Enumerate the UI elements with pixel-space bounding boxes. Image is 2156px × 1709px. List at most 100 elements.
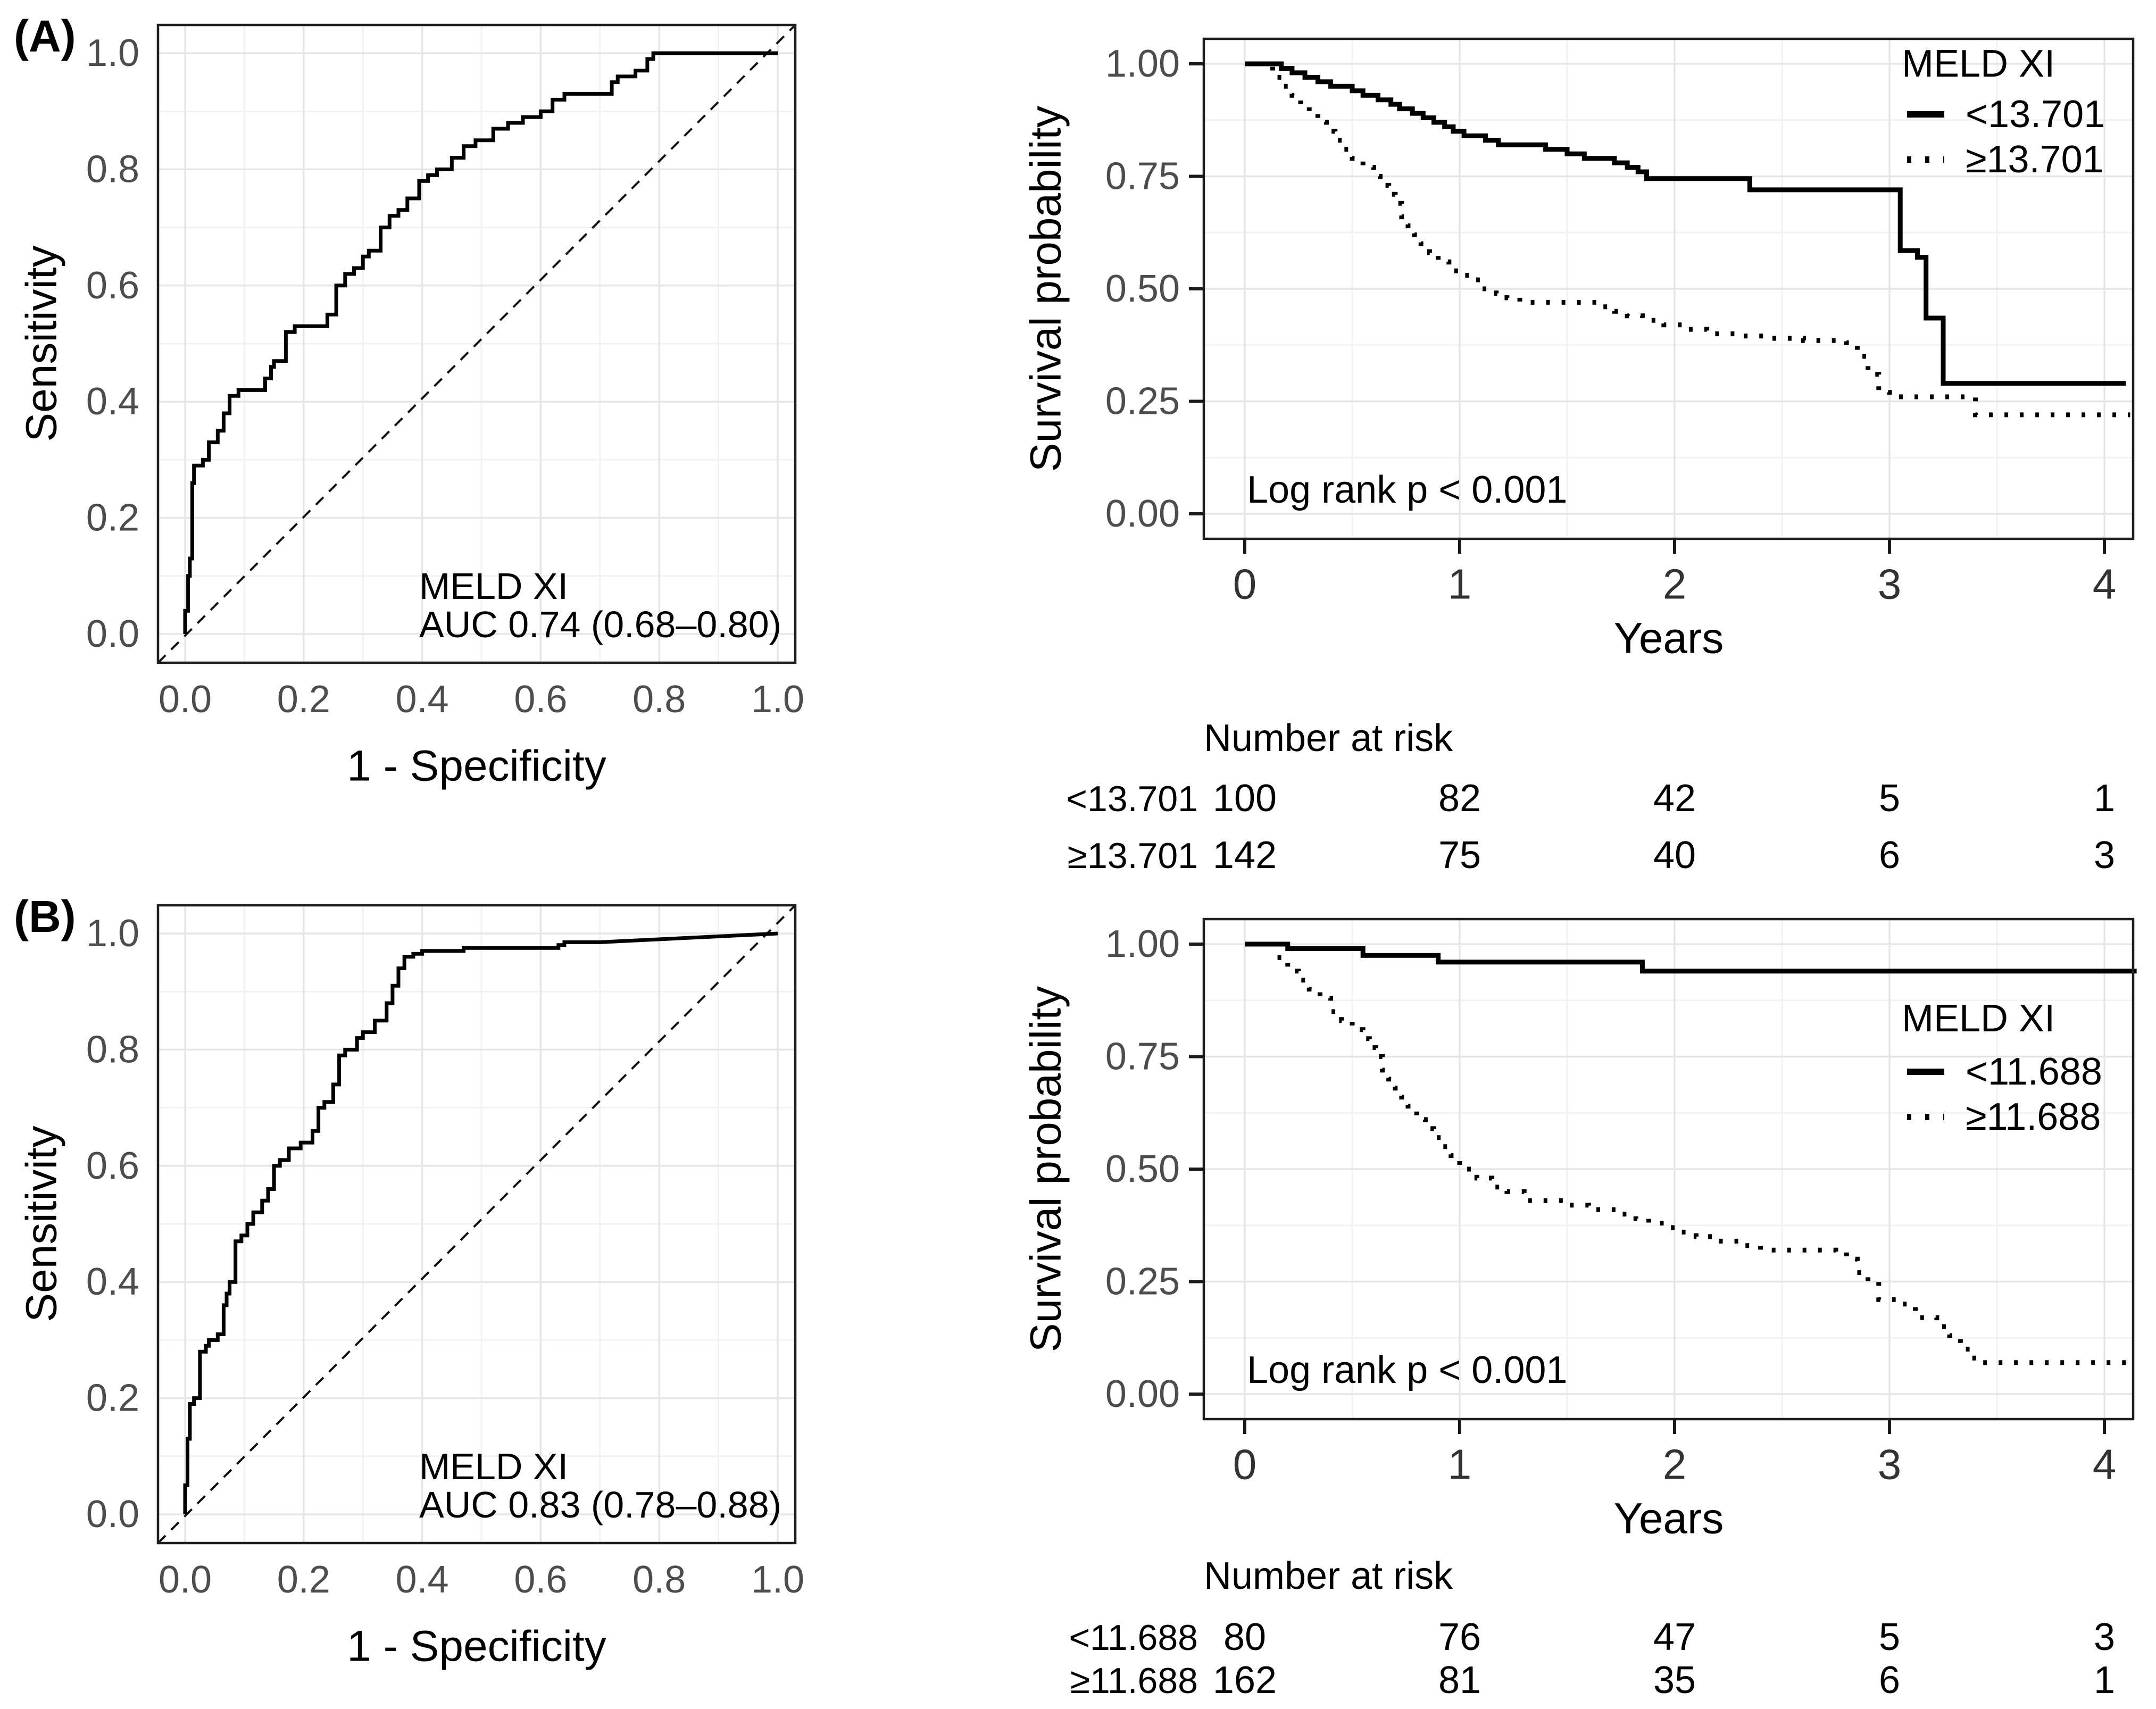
panel-a-km-cell: 0 1 2 3 4 0.00 0.25 0.50 0.75 1.00 Years Survival p… (1011, 0, 2156, 878)
y-tick-label: 0.8 (86, 1028, 139, 1071)
x-tick-label: 1 (1448, 1441, 1472, 1488)
risk-count: 80 (1223, 1616, 1266, 1658)
risk-count: 162 (1213, 1659, 1277, 1702)
legend-label: <11.688 (1966, 1051, 2102, 1093)
x-tick-label: 1.0 (751, 1558, 804, 1601)
x-tick-label: 3 (1878, 561, 1902, 608)
roc-curve (183, 51, 778, 634)
legend-label: ≥13.701 (1966, 138, 2104, 181)
roc-chart-b: 0.0 0.2 0.4 0.6 0.8 1.0 0.0 0.2 0.4 0.6 0.8 1.0 1 - … (18, 904, 804, 1671)
risk-count: 100 (1213, 777, 1277, 820)
y-tick-label: 0.4 (86, 1261, 139, 1303)
log-rank-annotation: Log rank p < 0.001 (1247, 469, 1567, 511)
x-tick-label: 0.2 (277, 678, 330, 721)
chance-reference-line (157, 24, 796, 664)
panel-border (156, 23, 797, 664)
log-rank-annotation: Log rank p < 0.001 (1247, 1349, 1567, 1391)
risk-count: 3 (2094, 834, 2115, 877)
panel-b-label: (B) (14, 891, 76, 941)
risk-count: 6 (1879, 1659, 1900, 1702)
panel-a-roc-cell: (A) 0.0 0.2 0.4 0.6 0.8 1.0 0.0 0.2 0.4 0.6 0.8 1.0… (0, 0, 878, 878)
risk-count: 1 (2094, 777, 2115, 820)
legend-title: MELD XI (1902, 43, 2055, 85)
risk-table-title: Number at risk (1204, 1555, 1453, 1597)
risk-count: 3 (2094, 1616, 2115, 1658)
x-tick-label: 0.6 (514, 1558, 567, 1601)
y-tick-label: 0.25 (1105, 380, 1180, 423)
risk-count: 1 (2094, 1659, 2115, 1702)
y-axis-title: Survival probability (1022, 986, 1070, 1352)
y-tick-label: 1.0 (86, 912, 139, 955)
roc-curve (183, 931, 778, 1514)
y-tick-label: 0.25 (1105, 1261, 1180, 1303)
y-tick-label: 0.75 (1105, 155, 1180, 198)
panel-border (156, 904, 797, 1545)
risk-count: 40 (1653, 834, 1696, 877)
y-axis-title: Sensitivity (18, 245, 66, 441)
x-tick-label: 0.8 (632, 678, 686, 721)
panel-a-label: (A) (14, 11, 76, 61)
km-chart-a: 0 1 2 3 4 0.00 0.25 0.50 0.75 1.00 Years Survival p… (1022, 37, 2135, 877)
risk-count: 42 (1653, 777, 1696, 820)
x-tick-label: 3 (1878, 1441, 1902, 1488)
risk-count: 6 (1879, 834, 1900, 877)
y-tick-label: 0.00 (1105, 493, 1180, 535)
risk-count: 5 (1879, 1616, 1900, 1658)
x-axis-title: 1 - Specificity (347, 1622, 606, 1671)
legend-title: MELD XI (1902, 997, 2055, 1040)
x-tick-label: 0.0 (159, 678, 212, 721)
x-tick-label: 2 (1663, 561, 1687, 608)
y-tick-label: 0.2 (86, 1377, 139, 1420)
x-tick-label: 0 (1233, 561, 1257, 608)
risk-row-label: <11.688 (1069, 1618, 1198, 1658)
roc-chart-a: 0.0 0.2 0.4 0.6 0.8 1.0 0.0 0.2 0.4 0.6 0.8 1.0 1 - … (18, 23, 804, 790)
x-tick-label: 2 (1663, 1441, 1687, 1488)
risk-table-title: Number at risk (1204, 717, 1453, 760)
km-curve-solid (1245, 941, 2137, 974)
y-tick-label: 0.0 (86, 1493, 139, 1536)
y-tick-label: 0.0 (86, 613, 139, 655)
risk-count: 5 (1879, 777, 1900, 820)
panel-b-roc-cell: (B) 0.0 0.2 0.4 0.6 0.8 1.0 0.0 0.2 0.4 0.6 0.8 1.0… (0, 880, 878, 1709)
y-tick-label: 0.2 (86, 497, 139, 539)
risk-count: 47 (1653, 1616, 1696, 1658)
risk-count: 76 (1438, 1616, 1481, 1658)
x-tick-label: 0.4 (396, 1558, 449, 1601)
risk-count: 82 (1438, 777, 1481, 820)
chance-reference-line (157, 904, 796, 1544)
risk-count: 35 (1653, 1659, 1696, 1702)
x-tick-label: 0.4 (396, 678, 449, 721)
x-tick-label: 4 (2093, 561, 2117, 608)
x-tick-label: 0.2 (277, 1558, 330, 1601)
risk-row-label: ≥11.688 (1070, 1661, 1198, 1701)
y-tick-label: 0.4 (86, 380, 139, 423)
y-tick-label: 0.75 (1105, 1036, 1180, 1078)
y-axis-title: Survival probability (1022, 106, 1070, 472)
risk-row-label: ≥13.701 (1068, 836, 1198, 876)
y-tick-label: 0.50 (1105, 1148, 1180, 1190)
x-tick-label: 0 (1233, 1441, 1257, 1488)
km-curve-solid (1245, 61, 2126, 386)
x-axis-title: 1 - Specificity (347, 742, 606, 790)
y-tick-label: 0.00 (1105, 1373, 1180, 1415)
x-tick-label: 0.6 (514, 678, 567, 721)
x-tick-label: 0.0 (159, 1558, 212, 1601)
y-tick-label: 0.8 (86, 148, 139, 190)
y-tick-label: 1.00 (1105, 923, 1180, 965)
panel-b-km-cell: 0 1 2 3 4 0.00 0.25 0.50 0.75 1.00 Years Survival p… (1011, 880, 2156, 1709)
y-tick-label: 0.50 (1105, 268, 1180, 310)
risk-row-label: <13.701 (1066, 779, 1198, 819)
legend-label: ≥11.688 (1966, 1096, 2101, 1138)
auc-annotation-line1: MELD XI (419, 1446, 568, 1487)
risk-count: 75 (1438, 834, 1481, 877)
risk-count: 142 (1213, 834, 1277, 877)
auc-annotation-line1: MELD XI (419, 565, 568, 607)
legend-label: <13.701 (1966, 93, 2105, 136)
x-tick-label: 0.8 (632, 1558, 686, 1601)
y-tick-label: 1.0 (86, 32, 139, 74)
x-tick-label: 4 (2093, 1441, 2117, 1488)
auc-annotation-line2: AUC 0.74 (0.68–0.80) (419, 604, 781, 645)
y-tick-label: 1.00 (1105, 43, 1180, 85)
km-curve-dotted (1245, 61, 2130, 418)
